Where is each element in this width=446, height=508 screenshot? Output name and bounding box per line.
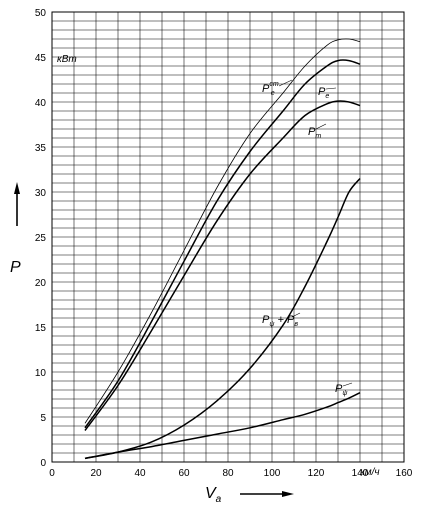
- y-tick-label: 30: [35, 188, 47, 199]
- series-label-1: Pe: [318, 86, 329, 100]
- y-axis-title: P: [10, 259, 21, 276]
- y-tick-label: 35: [35, 143, 47, 154]
- y-tick-label: 15: [35, 323, 47, 334]
- x-unit-label: км/ч: [360, 467, 380, 478]
- series-curve-2: [84, 100, 361, 431]
- series-curves: [84, 38, 361, 460]
- y-axis-arrow-head: [14, 182, 20, 194]
- x-tick-label: 140: [352, 468, 369, 479]
- y-tick-label: 10: [35, 368, 47, 379]
- y-axis-label: P: [10, 182, 21, 276]
- y-tick-labels: 0 5 10 15 20 25 30 35 40 45 50: [35, 8, 47, 469]
- x-tick-label: 120: [308, 468, 325, 479]
- x-tick-label: 80: [222, 468, 234, 479]
- series-labels: Pст e Pe Pт Pψ + Pв Pψ: [262, 79, 353, 397]
- y-tick-label: 50: [35, 8, 47, 19]
- grid: [52, 12, 404, 462]
- y-unit-label: кВт: [57, 54, 77, 65]
- series-label-leader-3: [291, 312, 301, 318]
- series-curve-3: [84, 178, 361, 460]
- x-tick-label: 100: [264, 468, 281, 479]
- y-tick-label: 0: [40, 458, 46, 469]
- x-tick-label: 60: [178, 468, 190, 479]
- y-tick-label: 45: [35, 53, 47, 64]
- x-tick-label: 0: [49, 468, 55, 479]
- series-label-4: Pψ: [335, 383, 347, 397]
- x-axis-label: Va: [205, 485, 294, 505]
- series-label-leader-0: [278, 79, 293, 87]
- y-tick-label: 20: [35, 278, 47, 289]
- series-curve-1: [84, 59, 361, 429]
- x-tick-labels: 0 20 40 60 80 100 120 140 160: [49, 468, 413, 479]
- series-label-leader-4: [342, 382, 353, 387]
- series-label-leader-2: [315, 123, 327, 130]
- y-tick-label: 5: [40, 413, 46, 424]
- series-label-3: Pψ + Pв: [262, 314, 298, 328]
- series-label-0: Pст e: [262, 81, 279, 97]
- series-label-2: Pт: [308, 126, 321, 140]
- x-axis-title: Va: [205, 485, 222, 505]
- plot-frame: [51, 11, 405, 463]
- x-tick-label: 20: [90, 468, 102, 479]
- x-tick-label: 40: [134, 468, 146, 479]
- series-label-leader-1: [325, 87, 337, 90]
- x-axis-arrow-head: [282, 491, 294, 497]
- y-tick-label: 25: [35, 233, 47, 244]
- series-curve-0: [84, 38, 361, 424]
- y-tick-label: 40: [35, 98, 47, 109]
- series-curve-4: [84, 392, 361, 460]
- x-tick-label: 160: [396, 468, 413, 479]
